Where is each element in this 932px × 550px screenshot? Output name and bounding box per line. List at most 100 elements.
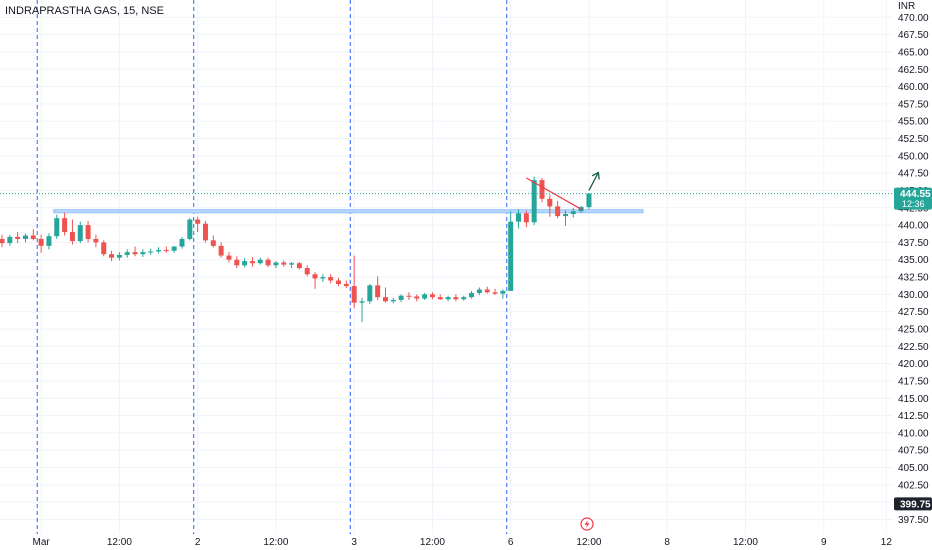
y-tick-label: 437.50 — [898, 238, 929, 249]
candle[interactable] — [15, 232, 21, 244]
candle[interactable] — [547, 194, 553, 217]
candle[interactable] — [461, 295, 467, 301]
y-tick-label: 407.50 — [898, 446, 929, 457]
candle[interactable] — [22, 233, 28, 243]
candle[interactable] — [375, 276, 381, 300]
y-tick-label: 410.00 — [898, 428, 929, 439]
candle[interactable] — [77, 221, 83, 244]
candle[interactable] — [484, 286, 490, 294]
candle[interactable] — [500, 289, 506, 299]
candle[interactable] — [69, 219, 75, 245]
candle[interactable] — [367, 283, 373, 305]
candle[interactable] — [156, 247, 162, 254]
candle[interactable] — [570, 207, 576, 218]
candle[interactable] — [429, 292, 435, 300]
candle[interactable] — [85, 220, 91, 243]
candle-body — [69, 232, 75, 242]
candle-body — [476, 289, 482, 293]
candle[interactable] — [242, 258, 248, 268]
candle[interactable] — [289, 261, 295, 269]
candle[interactable] — [586, 193, 592, 210]
drawings[interactable] — [526, 171, 600, 210]
candle[interactable] — [578, 205, 584, 213]
candle-body — [578, 207, 584, 212]
support-zone[interactable] — [53, 209, 644, 214]
last-price-value: 444.55 — [900, 189, 931, 200]
candle[interactable] — [109, 250, 115, 262]
candle[interactable] — [390, 297, 396, 304]
candle[interactable] — [38, 234, 44, 253]
candle[interactable] — [101, 240, 107, 257]
candle[interactable] — [508, 211, 514, 291]
candle[interactable] — [30, 229, 36, 241]
candle[interactable] — [562, 210, 568, 226]
candle[interactable] — [140, 249, 146, 257]
candle[interactable] — [398, 294, 404, 302]
candle[interactable] — [422, 292, 428, 300]
x-tick-label: 6 — [508, 537, 514, 548]
candle[interactable] — [445, 295, 451, 302]
candle[interactable] — [414, 294, 420, 302]
candle[interactable] — [406, 292, 412, 300]
candle-body — [46, 236, 52, 246]
candle[interactable] — [281, 260, 287, 267]
time-axis[interactable]: Mar 12:00 2 12:00 3 12:00 6 12:00 8 12:00 9 12 — [33, 537, 893, 548]
candle[interactable] — [249, 256, 255, 267]
candle[interactable] — [453, 294, 459, 302]
candle[interactable] — [539, 178, 545, 203]
candle[interactable] — [273, 261, 279, 269]
candle[interactable] — [312, 272, 318, 289]
support-line[interactable] — [53, 209, 644, 214]
candle[interactable] — [336, 277, 342, 287]
candle[interactable] — [226, 252, 232, 263]
candle[interactable] — [234, 256, 240, 269]
candle[interactable] — [516, 209, 522, 229]
candle[interactable] — [328, 274, 334, 284]
candle[interactable] — [148, 248, 154, 255]
candle[interactable] — [163, 246, 169, 253]
candle[interactable] — [187, 218, 193, 241]
price-axis[interactable]: INR 397.50400.00402.50405.00407.50410.00… — [898, 1, 929, 526]
candle[interactable] — [195, 216, 201, 233]
event-marker[interactable] — [580, 517, 594, 531]
candle[interactable] — [46, 233, 52, 250]
candle[interactable] — [531, 176, 537, 226]
candle[interactable] — [93, 234, 99, 248]
candle[interactable] — [359, 297, 365, 323]
candle-body — [257, 259, 263, 264]
candle[interactable] — [296, 261, 302, 270]
candle[interactable] — [116, 252, 122, 261]
candle[interactable] — [265, 257, 271, 268]
candle[interactable] — [257, 257, 263, 265]
candle[interactable] — [132, 246, 138, 257]
candle[interactable] — [171, 245, 177, 253]
candle[interactable] — [437, 294, 443, 300]
candle[interactable] — [202, 220, 208, 243]
candle[interactable] — [469, 290, 475, 299]
candle[interactable] — [218, 242, 224, 258]
candle[interactable] — [351, 255, 357, 309]
up-arrow-drawing[interactable] — [588, 171, 600, 191]
candle[interactable] — [343, 280, 349, 289]
candle[interactable] — [320, 274, 326, 282]
candle-body — [500, 290, 506, 294]
candlestick-series[interactable] — [0, 176, 592, 323]
trend-line[interactable] — [526, 177, 582, 210]
candle[interactable] — [62, 212, 68, 236]
candle[interactable] — [179, 236, 185, 249]
y-tick-label: 435.00 — [898, 255, 929, 266]
candle[interactable] — [523, 210, 529, 228]
candle[interactable] — [476, 287, 482, 296]
candle-body — [7, 236, 13, 244]
candle[interactable] — [304, 265, 310, 277]
candle[interactable] — [124, 249, 130, 258]
candle[interactable] — [492, 288, 498, 296]
candle[interactable] — [54, 214, 60, 239]
candle[interactable] — [382, 287, 388, 303]
candle[interactable] — [0, 234, 5, 248]
candle[interactable] — [210, 235, 216, 248]
candle[interactable] — [555, 200, 561, 219]
candle[interactable] — [7, 234, 13, 246]
